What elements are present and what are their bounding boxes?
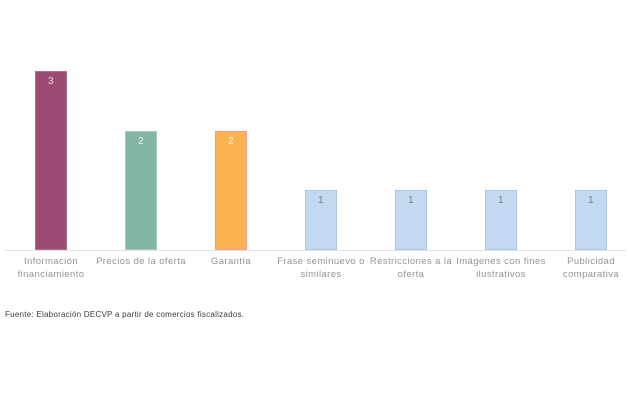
bar-column: 2	[96, 0, 186, 250]
bar: 1	[575, 190, 607, 250]
source-footnote: Fuente: Elaboración DECVP a partir de co…	[5, 310, 245, 319]
bar-value-label: 2	[137, 136, 145, 147]
category-label: Restricciones a la oferta	[369, 256, 453, 280]
category-label: Información financiamiento	[17, 256, 85, 280]
bar-value-label: 1	[407, 195, 415, 206]
category-label: Publicidad comparativa	[562, 256, 620, 280]
bar-value-label: 2	[227, 136, 235, 147]
category-label: Garantía	[210, 256, 252, 267]
bar: 1	[305, 190, 337, 250]
bar-value-label: 3	[47, 76, 55, 87]
bar: 1	[395, 190, 427, 250]
bar: 1	[485, 190, 517, 250]
bar-column: 2	[186, 0, 276, 250]
category-label: Frase seminuevo o similares	[277, 256, 365, 280]
bar-value-label: 1	[497, 195, 505, 206]
category-label: Imágenes con fines ilustrativos	[456, 256, 546, 280]
bar-value-label: 1	[587, 195, 595, 206]
bar-column: 1	[366, 0, 456, 250]
bar-column: 1	[546, 0, 630, 250]
bar-column: 3	[6, 0, 96, 250]
bar: 2	[215, 131, 247, 250]
bar: 3	[35, 71, 67, 250]
bar-column: 1	[456, 0, 546, 250]
bar-column: 1	[276, 0, 366, 250]
x-axis-line	[4, 250, 626, 251]
bar-chart: 3 Información financiamiento 2 Precios de l…	[4, 0, 630, 280]
bar-value-label: 1	[317, 195, 325, 206]
bar: 2	[125, 131, 157, 250]
category-label: Precios de la oferta	[96, 256, 186, 267]
